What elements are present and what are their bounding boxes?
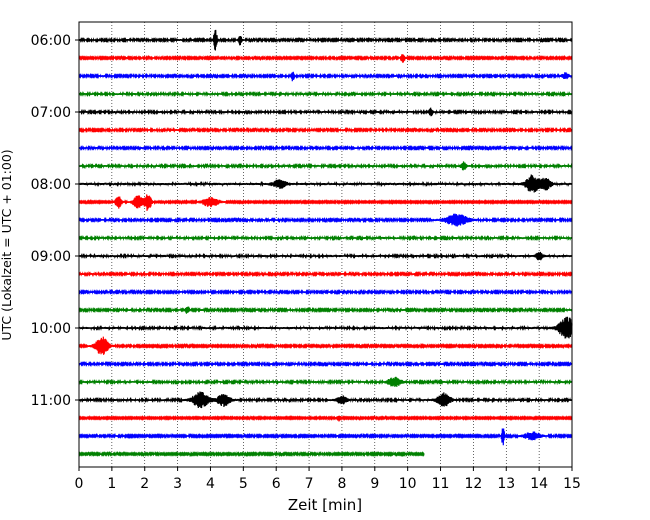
trace-0945 [78, 306, 573, 314]
trace-0800 [78, 174, 573, 193]
x-tick-label-8: 8 [337, 476, 346, 492]
trace-0930 [78, 288, 573, 296]
x-tick-label-2: 2 [140, 476, 149, 492]
trace-0600 [78, 29, 573, 51]
y-tick-label-0: 06:00 [31, 33, 71, 49]
trace-0700 [78, 107, 573, 117]
x-tick-label-0: 0 [75, 476, 84, 492]
trace-0645 [78, 90, 573, 98]
trace-0900 [78, 251, 573, 261]
y-tick-label-1: 07:00 [31, 105, 71, 121]
x-tick-label-1: 1 [107, 476, 116, 492]
trace-1145 [78, 450, 425, 458]
y-tick-label-2: 08:00 [31, 177, 71, 193]
x-tick-label-7: 7 [305, 476, 314, 492]
x-tick-label-10: 10 [399, 476, 417, 492]
trace-0830 [78, 213, 573, 227]
x-tick-label-5: 5 [239, 476, 248, 492]
vertical-gridlines [111, 22, 540, 467]
trace-0815 [78, 194, 573, 211]
trace-1030 [78, 360, 573, 368]
x-tick-label-15: 15 [563, 476, 581, 492]
y-axis-ticks: 06:00 07:00 08:00 09:00 10:00 11:00 [31, 33, 79, 409]
y-tick-label-5: 11:00 [31, 393, 71, 409]
x-axis-label: Zeit [min] [288, 496, 362, 514]
trace-1000 [78, 316, 573, 339]
trace-1100 [78, 391, 573, 409]
x-tick-label-12: 12 [464, 476, 482, 492]
trace-1115 [78, 414, 573, 422]
x-tick-label-4: 4 [206, 476, 215, 492]
trace-0615 [78, 54, 573, 63]
y-tick-label-4: 10:00 [31, 321, 71, 337]
trace-1015 [78, 336, 573, 355]
y-tick-label-3: 09:00 [31, 249, 71, 265]
x-tick-label-14: 14 [530, 476, 548, 492]
trace-0715 [78, 126, 573, 134]
x-axis-ticks: 0 1 2 3 4 5 6 7 8 9 10 11 12 13 14 15 [75, 467, 581, 492]
y-axis-label: UTC (Lokalzeit = UTC + 01:00) [0, 149, 14, 340]
x-tick-label-11: 11 [432, 476, 450, 492]
trace-0845 [78, 234, 573, 242]
trace-0745 [78, 161, 573, 171]
x-tick-label-3: 3 [173, 476, 182, 492]
trace-0915 [78, 270, 573, 278]
trace-1045 [78, 376, 573, 387]
x-tick-label-13: 13 [497, 476, 515, 492]
trace-1130 [78, 428, 573, 446]
trace-0630 [78, 71, 573, 82]
seismogram-traces [78, 29, 573, 458]
x-tick-label-9: 9 [370, 476, 379, 492]
x-tick-label-6: 6 [272, 476, 281, 492]
trace-0730 [78, 144, 573, 152]
plot-frame [78, 21, 573, 468]
